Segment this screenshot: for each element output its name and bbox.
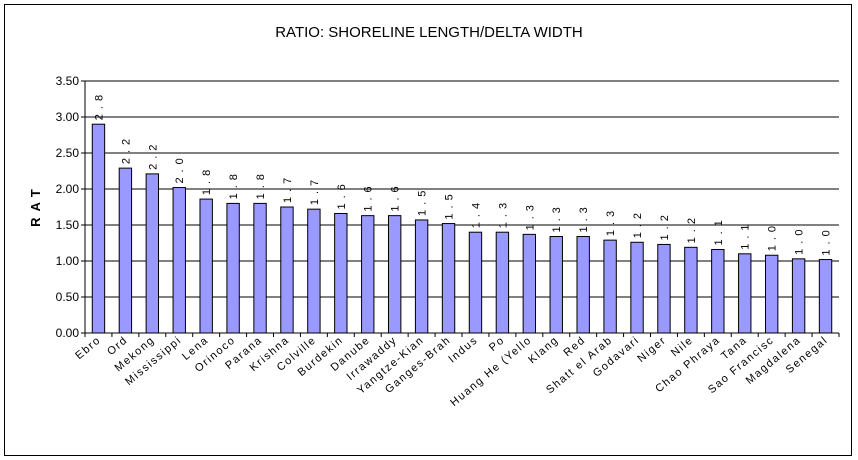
data-label: 2.2 bbox=[120, 134, 132, 164]
data-label: 1.0 bbox=[794, 225, 806, 255]
x-tick-label: Niger bbox=[635, 334, 669, 365]
x-tick-label: Po bbox=[487, 334, 507, 354]
data-label: 1.6 bbox=[363, 181, 375, 211]
y-tick-label: 2.50 bbox=[56, 146, 80, 160]
bar bbox=[468, 231, 483, 334]
data-label: 2.0 bbox=[174, 153, 186, 183]
bar bbox=[791, 258, 806, 334]
data-label: 2.8 bbox=[93, 90, 105, 120]
data-label: 1.3 bbox=[551, 202, 563, 232]
y-tick-label: 1.00 bbox=[56, 254, 80, 268]
data-label: 1.8 bbox=[255, 169, 267, 199]
bar bbox=[522, 233, 537, 334]
data-label: 1.3 bbox=[578, 202, 590, 232]
bar bbox=[711, 248, 725, 334]
chart-frame: RATIO: SHORELINE LENGTH/DELTA WIDTH RAT … bbox=[4, 4, 852, 456]
y-tick-label: 3.00 bbox=[56, 110, 80, 124]
bar bbox=[199, 198, 213, 334]
data-label: 1.3 bbox=[524, 200, 536, 230]
chart-title: RATIO: SHORELINE LENGTH/DELTA WIDTH bbox=[275, 24, 583, 41]
bar-chart: RATIO: SHORELINE LENGTH/DELTA WIDTH RAT … bbox=[28, 24, 840, 409]
data-label: 1.2 bbox=[686, 213, 698, 243]
y-tick-label: 3.50 bbox=[56, 74, 80, 88]
data-label: 1.1 bbox=[740, 220, 752, 250]
axes bbox=[84, 81, 839, 334]
bar bbox=[630, 241, 644, 334]
x-tick-label: Indus bbox=[446, 334, 480, 365]
y-axis-label: RAT bbox=[28, 183, 43, 227]
bar bbox=[387, 215, 402, 334]
bar bbox=[576, 236, 590, 334]
bar bbox=[145, 173, 160, 334]
y-tick-label: 0.50 bbox=[56, 290, 80, 304]
data-label: 1.6 bbox=[390, 181, 402, 211]
bars bbox=[91, 123, 833, 334]
data-label: 1.5 bbox=[417, 186, 429, 216]
y-tick-labels: 0.00 0.50 1.00 1.50 2.00 2.50 3.00 3.50 bbox=[56, 74, 85, 340]
data-label: 1.6 bbox=[336, 179, 348, 209]
data-label: 1.1 bbox=[713, 215, 725, 245]
bar bbox=[361, 215, 375, 334]
y-tick-label: 1.50 bbox=[56, 218, 80, 232]
data-label: 1.5 bbox=[444, 189, 456, 219]
y-tick-label: 2.00 bbox=[56, 182, 80, 196]
bar bbox=[738, 253, 752, 334]
bar bbox=[280, 206, 294, 334]
bar bbox=[684, 246, 698, 334]
data-label: 1.0 bbox=[767, 221, 779, 251]
data-label: 1.7 bbox=[309, 175, 321, 205]
data-label: 1.8 bbox=[201, 165, 213, 195]
data-label: 1.3 bbox=[497, 198, 509, 228]
y-tick-label: 0.00 bbox=[56, 326, 80, 340]
bar bbox=[414, 219, 429, 334]
data-label: 1.3 bbox=[605, 206, 617, 236]
bar bbox=[549, 236, 563, 334]
data-label: 1.2 bbox=[632, 208, 644, 238]
x-tick-labels: Ebro OrdMekongMississippiLenaOrinocoParan… bbox=[73, 333, 840, 409]
bar bbox=[495, 231, 510, 334]
data-label: 1.2 bbox=[659, 210, 671, 240]
bar bbox=[307, 208, 321, 334]
data-label: 1.8 bbox=[228, 169, 240, 199]
bar bbox=[172, 187, 186, 334]
data-label: 1.0 bbox=[821, 225, 833, 255]
bar bbox=[118, 167, 133, 334]
data-label: 1.7 bbox=[282, 173, 294, 203]
bar bbox=[657, 243, 671, 334]
data-labels: 2.8 2.2 2.2 2.0 1.8 1.8 1.8 1.7 1.7 1.6 1.6 1.6 1.5 1… bbox=[93, 90, 832, 256]
bar bbox=[226, 202, 240, 334]
bar bbox=[253, 202, 267, 334]
bar bbox=[764, 254, 779, 334]
bar bbox=[603, 239, 617, 334]
x-tick-label: Klang bbox=[526, 334, 561, 366]
data-label: 1.4 bbox=[470, 198, 482, 228]
bar bbox=[91, 123, 106, 334]
data-label: 2.2 bbox=[147, 140, 159, 170]
gridlines bbox=[85, 80, 839, 298]
bar bbox=[818, 259, 833, 334]
bar bbox=[334, 212, 348, 334]
bar bbox=[441, 223, 456, 334]
